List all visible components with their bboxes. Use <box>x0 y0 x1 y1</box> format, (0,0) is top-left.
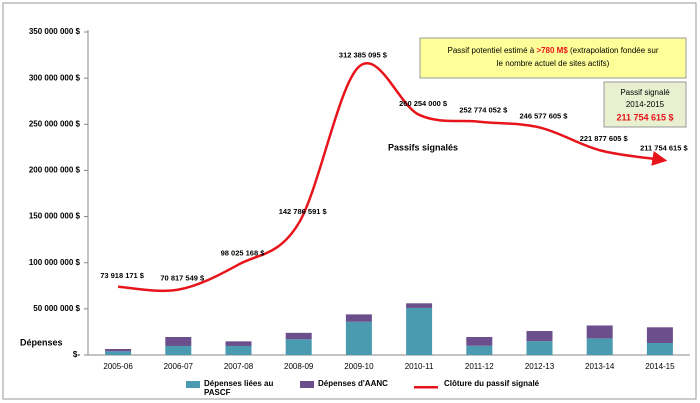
legend-label: Dépenses d'AANC <box>318 379 388 388</box>
y-tick-label: 350 000 000 $ <box>29 27 81 36</box>
reported-text: 2014-2015 <box>626 100 665 109</box>
x-tick-label: 2013-14 <box>585 362 615 371</box>
x-tick-label: 2006-07 <box>164 362 194 371</box>
bar <box>466 337 493 346</box>
value-label: 246 577 605 $ <box>520 111 569 120</box>
legend-swatch <box>414 386 438 389</box>
value-label: 252 774 052 $ <box>459 106 508 115</box>
bar <box>105 349 132 352</box>
legend-swatch <box>300 381 314 388</box>
y-tick-label: 300 000 000 $ <box>29 73 81 82</box>
bar <box>285 339 312 355</box>
bar <box>165 345 192 355</box>
bar <box>526 341 553 355</box>
bar <box>406 307 433 355</box>
y-tick-label: 200 000 000 $ <box>29 166 81 175</box>
x-tick-label: 2005-06 <box>103 362 133 371</box>
value-label: 70 817 549 $ <box>160 274 205 283</box>
estimate-text: le nombre actuel de sites actifs) <box>497 59 610 68</box>
estimate-value: >780 M$ <box>536 46 568 55</box>
bar <box>586 325 613 339</box>
estimate-part: (extrapolation fondée sur <box>568 46 659 55</box>
x-tick-label: 2008-09 <box>284 362 314 371</box>
y-label: Dépenses <box>20 337 63 347</box>
y-tick-label: $- <box>73 350 80 359</box>
value-label: 73 918 171 $ <box>100 271 145 280</box>
bar <box>646 327 673 344</box>
y-tick-label: 50 000 000 $ <box>33 304 80 313</box>
legend-swatch <box>186 381 200 388</box>
legend-label: Clôture du passif signalé <box>444 379 540 388</box>
estimate-text: Passif potentiel estimé à >780 M$ (extra… <box>447 46 658 55</box>
x-tick-label: 2010-11 <box>405 362 434 371</box>
bar <box>406 303 433 308</box>
bar <box>526 331 553 342</box>
value-label: 211 754 615 $ <box>640 144 688 153</box>
value-label: 98 025 168 $ <box>221 249 266 258</box>
x-tick-label: 2011-12 <box>465 362 494 371</box>
line <box>118 62 668 293</box>
y-tick-label: 150 000 000 $ <box>29 212 81 221</box>
y-tick-label: 250 000 000 $ <box>29 119 81 128</box>
estimate-box <box>419 37 687 79</box>
value-label: 142 786 591 $ <box>279 207 328 216</box>
bar <box>225 345 252 355</box>
estimate-part: Passif potentiel estimé à <box>447 46 536 55</box>
bar <box>345 314 372 322</box>
value-label: 312 385 095 $ <box>339 51 388 60</box>
value-label: 260 254 000 $ <box>399 99 448 108</box>
bar <box>285 332 312 340</box>
reported-value: 211 754 615 $ <box>616 112 673 122</box>
value-label: 221 877 605 $ <box>580 134 629 143</box>
line-label: Passifs signalés <box>388 142 458 152</box>
legend-label: Dépenses liées au PASCF <box>204 379 274 397</box>
x-tick-label: 2009-10 <box>344 362 374 371</box>
reported-text: Passif signalé <box>620 88 670 97</box>
reported-box <box>603 81 687 128</box>
bar <box>105 351 132 355</box>
bar <box>225 341 252 346</box>
y-tick-label: 100 000 000 $ <box>29 258 81 267</box>
x-tick-label: 2012-13 <box>525 362 555 371</box>
bar <box>466 345 493 355</box>
bar <box>586 338 613 355</box>
bar <box>165 337 192 346</box>
bar <box>646 343 673 355</box>
x-tick-label: 2014-15 <box>645 362 675 371</box>
bar <box>345 321 372 355</box>
x-tick-label: 2007-08 <box>224 362 254 371</box>
